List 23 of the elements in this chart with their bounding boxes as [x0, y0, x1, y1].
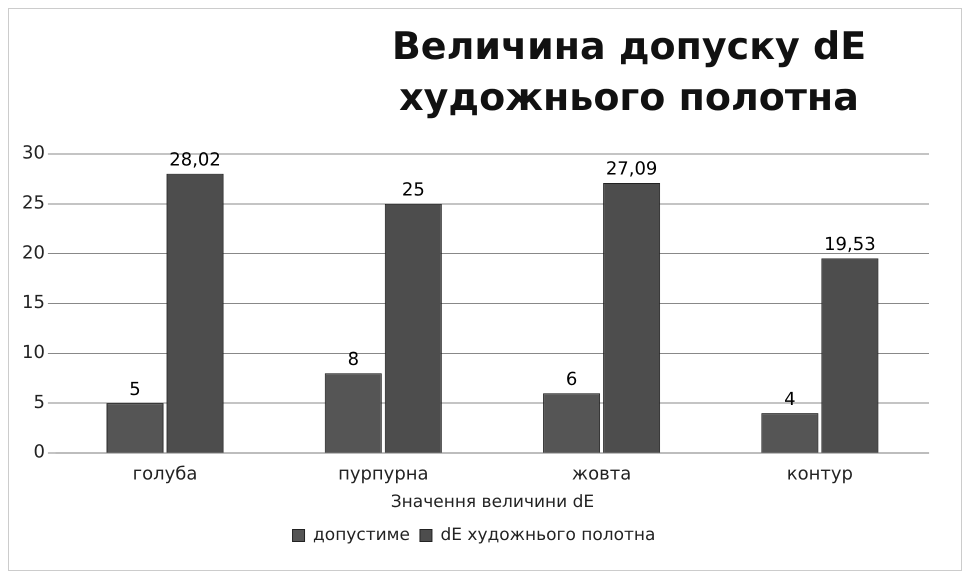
data-label: 5	[129, 378, 141, 400]
x-tick-label: пурпурна	[338, 463, 429, 484]
data-label: 25	[402, 179, 425, 200]
y-tick-label: 25	[22, 192, 45, 214]
data-label: 19,53	[824, 234, 876, 255]
x-tick-label: голуба	[132, 463, 198, 484]
x-tick-label: контур	[786, 463, 853, 484]
y-tick-label: 20	[22, 242, 45, 263]
data-label: 27,09	[606, 158, 658, 180]
legend-label: dE художнього полотна	[440, 524, 656, 545]
y-tick-label: 30	[22, 142, 45, 164]
data-label: 4	[784, 388, 796, 410]
data-label: 8	[348, 348, 360, 370]
y-tick-label: 10	[22, 342, 45, 363]
data-label: 6	[566, 368, 578, 390]
y-tick-label: 5	[33, 391, 45, 412]
legend-label: допустиме	[313, 524, 410, 545]
x-tick-label: жовта	[572, 463, 632, 484]
y-tick-label: 15	[22, 292, 45, 313]
x-axis-title: Значення величини dE	[390, 492, 594, 512]
y-tick-label: 0	[33, 441, 45, 462]
chart-title: Величина допуску dE художнього полотна	[390, 23, 868, 122]
data-label: 28,02	[169, 149, 221, 170]
